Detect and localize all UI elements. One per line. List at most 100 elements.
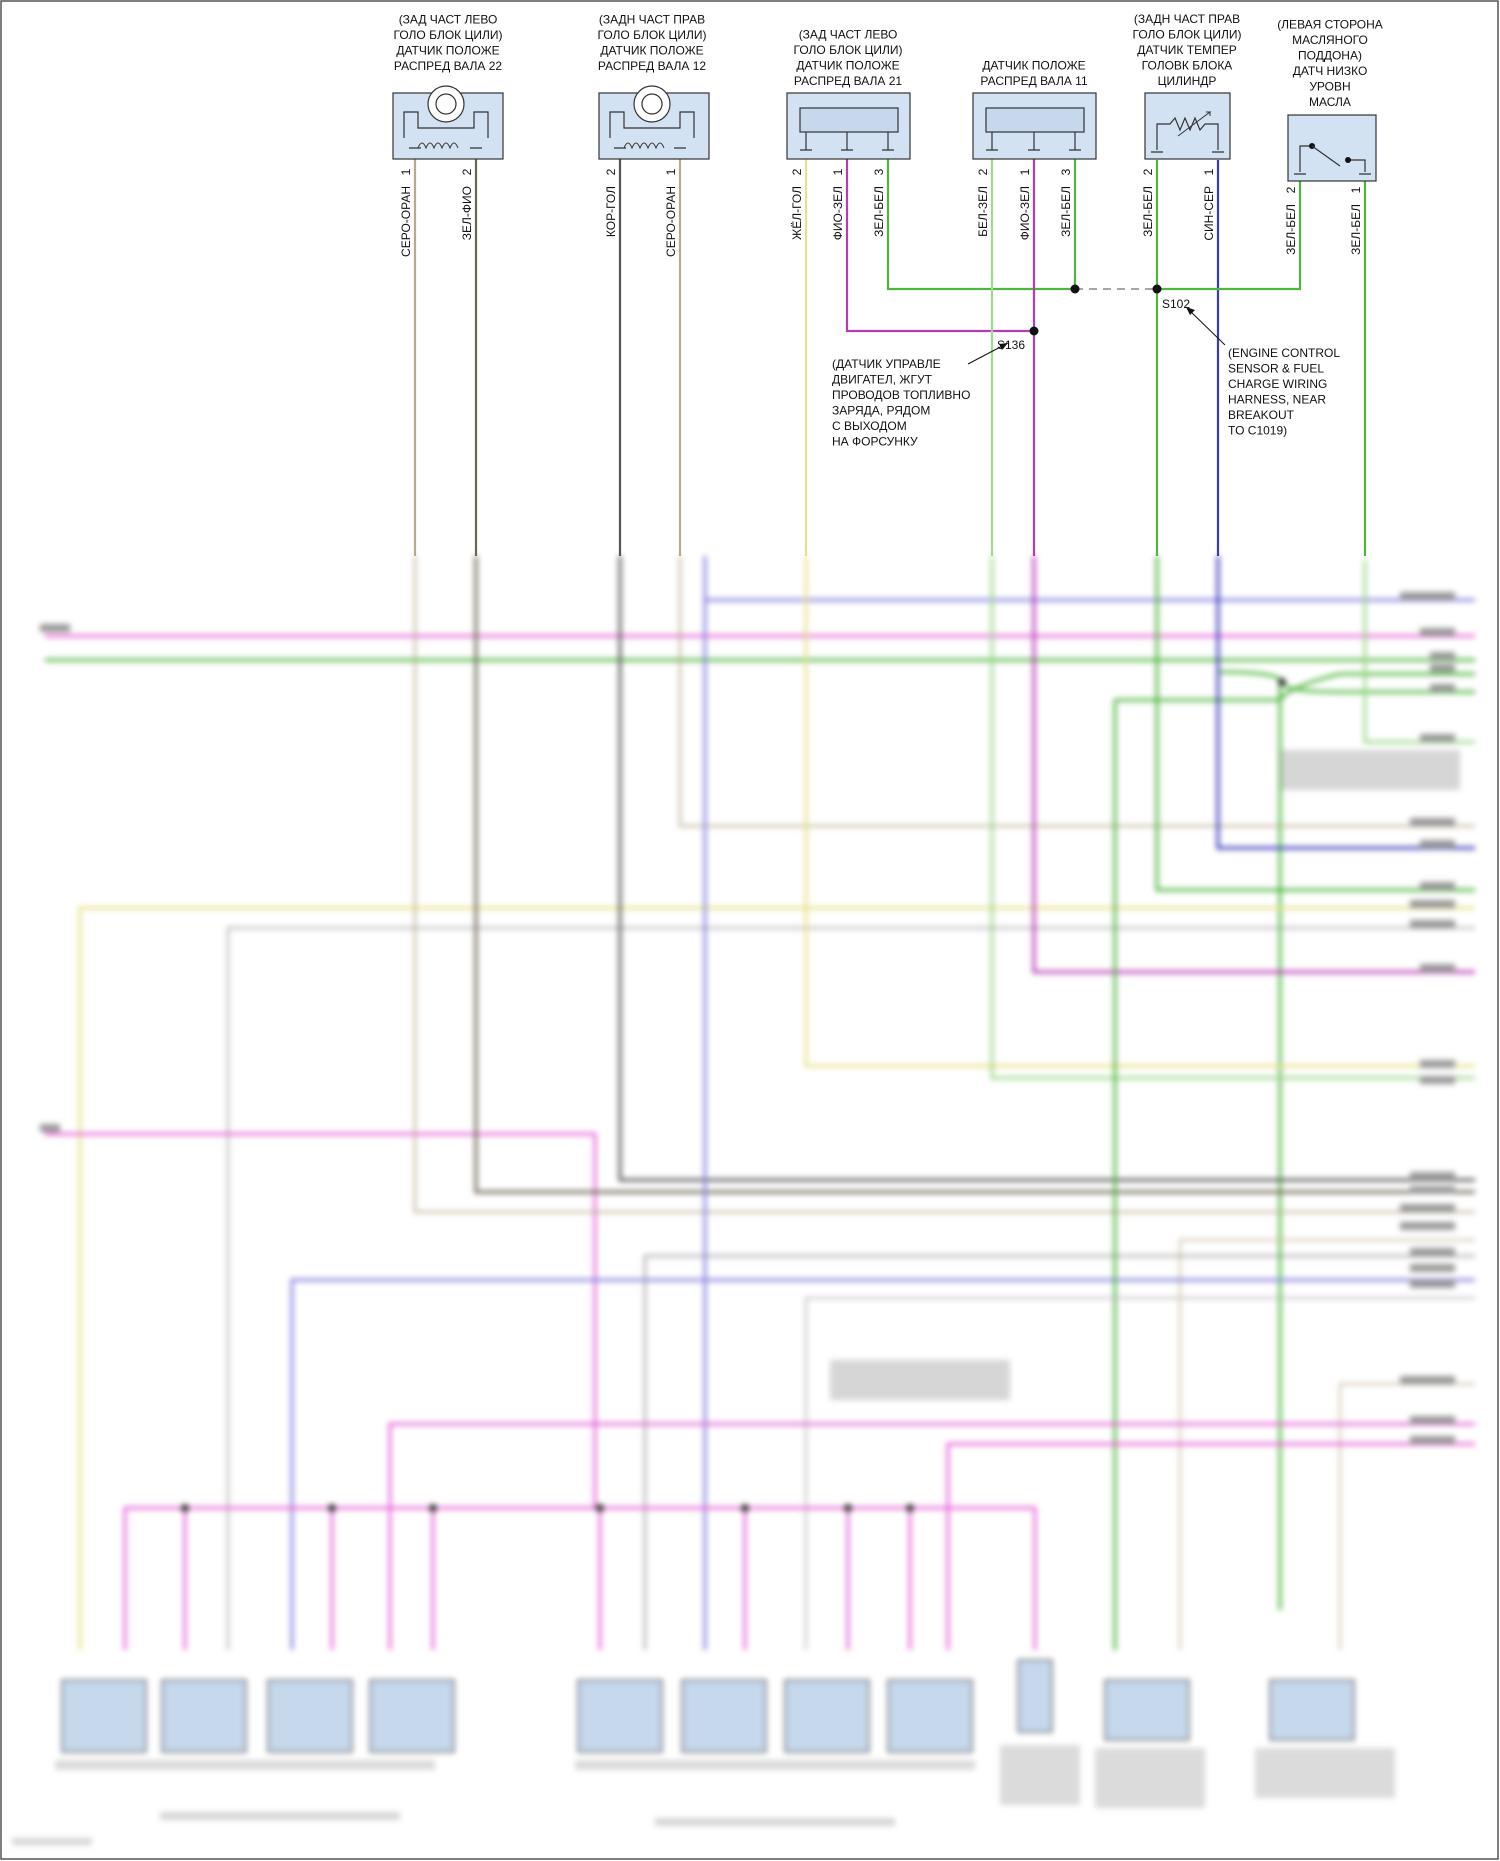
cmp22-title-line: ГОЛО БЛОК ЦИЛИ): [394, 28, 503, 42]
cmp12-title-line: РАСПРЕД ВАЛА 12: [598, 59, 706, 73]
cmp12-wire-color-label: КОР-ГОЛ: [604, 186, 618, 237]
camshaft-sensor-11: [972, 92, 1097, 160]
wire-olive-18: [474, 556, 1475, 1194]
wire-blue-9: [1216, 556, 1475, 850]
wire-pink-16: [45, 1132, 597, 1510]
cmpTemp-wire-color-label: ЗЕЛ-БЕЛ: [1141, 186, 1155, 237]
cmpTemp-title-line: ГОЛО БЛОК ЦИЛИ): [1133, 28, 1242, 42]
cmp21-title-line: ДАТЧИК ПОЛОЖЕ: [796, 59, 899, 73]
cmp22-wire-color-label: ЗЕЛ-ФИО: [460, 186, 474, 240]
cmp22-pin-number: 1: [399, 168, 413, 175]
cmp22-title-line: РАСПРЕД ВАЛА 22: [394, 59, 502, 73]
blurred-lower-region: [12, 556, 1475, 1845]
wire-cmp21-pin1: [845, 148, 1034, 333]
cmp12-title-line: ДАТЧИК ПОЛОЖЕ: [600, 44, 703, 58]
s136-note-line: ДВИГАТЕЛ, ЖГУТ: [832, 373, 933, 387]
cmp21-pin-number: 3: [872, 168, 886, 175]
wire-oil-pin2: [1157, 180, 1302, 291]
s136-note-line: С ВЫХОДОМ: [832, 419, 907, 433]
camshaft-sensor-21: [786, 92, 911, 160]
s102-note-line: (ENGINE CONTROL: [1228, 346, 1340, 360]
wire-pink-28: [946, 1442, 1475, 1650]
wire-yellow-14: [804, 556, 1475, 1068]
splice-dot-s102-a: [1070, 284, 1080, 294]
cmp21-wire-color-label: ЖЁЛ-ГОЛ: [790, 186, 804, 240]
s102-note-line: CHARGE WIRING: [1228, 377, 1327, 391]
cmp11-wire-color-label: ЗЕЛ-БЕЛ: [1059, 186, 1073, 237]
cmp11-wire-color-label: ФИО-ЗЕЛ: [1018, 186, 1032, 240]
wire-pink-27: [388, 1422, 1475, 1650]
wire-grayorange-20: [1179, 1239, 1475, 1650]
cmp11-pin-number: 2: [976, 168, 990, 175]
cmp21-wire-color-label: ФИО-ЗЕЛ: [831, 186, 845, 240]
wire-gray-12: [227, 927, 1475, 1650]
cmp22-pin-number: 2: [460, 168, 474, 175]
wire-gray-25: [805, 1297, 1475, 1650]
cmpTemp-title-line: (ЗАДН ЧАСТ ПРАВ: [1134, 12, 1240, 26]
wire-green-10: [1155, 556, 1475, 892]
cmp21-title-line: (ЗАД ЧАСТ ЛЕВО: [799, 28, 898, 42]
cmpTemp-title-line: ЦИЛИНДР: [1158, 74, 1217, 88]
s136-note-line: ЗАРЯДА, РЯДОМ: [832, 404, 930, 418]
cmpOil-title-line: МАСЛЯНОГО: [1292, 33, 1368, 47]
cmpOil-pin-number: 2: [1284, 186, 1298, 193]
cmp12-pin-number: 1: [664, 168, 678, 175]
cmpOil-wire-color-label: ЗЕЛ-БЕЛ: [1349, 204, 1363, 255]
s136-note-line: (ДАТЧИК УПРАВЛЕ: [832, 357, 941, 371]
wire-cmp21-pin3: [886, 148, 1075, 291]
cmpTemp-pin-number: 2: [1141, 168, 1155, 175]
wire-yellow-11: [78, 906, 1475, 1650]
cmp21-title-line: РАСПРЕД ВАЛА 21: [794, 74, 902, 88]
s136-note-line: ПРОВОДОВ ТОПЛИВНО: [832, 388, 970, 402]
s102-note-line: HARNESS, NEAR: [1228, 393, 1326, 407]
wire-grayorange-8: [679, 556, 1475, 827]
s102-note-line: SENSOR & FUEL: [1228, 362, 1324, 376]
cmpOil-title-line: (ЛЕВАЯ СТОРОНА: [1277, 18, 1383, 32]
s102-note-line: TO C1019): [1228, 424, 1287, 438]
s102-pointer-arrow: [1185, 306, 1226, 346]
cmp11-wire-color-label: БЕЛ-ЗЕЛ: [976, 186, 990, 237]
cmp12-pin-number: 2: [604, 168, 618, 175]
wire-gray-21: [644, 1255, 1475, 1650]
cmpTemp-title-line: ГОЛОВК БЛОКА: [1142, 59, 1233, 73]
cmp21-pin-number: 2: [790, 168, 804, 175]
cmpOil-title-line: УРОВН: [1309, 80, 1350, 94]
cmpTemp-title-line: ДАТЧИК ТЕМПЕР: [1137, 43, 1236, 57]
cmp22-title-line: ДАТЧИК ПОЛОЖЕ: [396, 44, 499, 58]
cmpTemp-wire-color-label: СИН-СЕР: [1202, 186, 1216, 241]
splice-dot-s136: [1029, 326, 1039, 336]
cmp21-pin-number: 1: [831, 168, 845, 175]
cmp11-pin-number: 3: [1059, 168, 1073, 175]
cmpOil-title-line: ДАТЧ НИЗКО: [1293, 64, 1368, 78]
cmpOil-wire-color-label: ЗЕЛ-БЕЛ: [1284, 204, 1298, 255]
cmp11-title-line: РАСПРЕД ВАЛА 11: [980, 74, 1088, 88]
cmp12-wire-color-label: СЕРО-ОРАН: [664, 186, 678, 257]
cmpOil-pin-number: 1: [1349, 186, 1363, 193]
wire-pink-bus: [123, 1506, 1037, 1650]
cmp11-title-line: ДАТЧИК ПОЛОЖЕ: [982, 59, 1085, 73]
cmp12-title-line: (ЗАДН ЧАСТ ПРАВ: [599, 13, 705, 27]
wire-grayorange-19: [414, 556, 1475, 1213]
cylinder-head-temp-sensor: [1144, 92, 1231, 160]
s136-note-line: НА ФОРСУНКУ: [832, 435, 918, 449]
s102-arrowhead: [1186, 307, 1195, 315]
wire-lightgreen-15: [990, 556, 1475, 1080]
cmp21-title-line: ГОЛО БЛОК ЦИЛИ): [794, 43, 903, 57]
splice-label-s136: S136: [997, 338, 1025, 352]
s102-note-line: BREAKOUT: [1228, 408, 1295, 422]
cmp11-pin-number: 1: [1018, 168, 1032, 175]
splice-label-s102: S102: [1162, 297, 1190, 311]
wire-brown-17: [618, 556, 1475, 1182]
cmp12-title-line: ГОЛО БЛОК ЦИЛИ): [598, 28, 707, 42]
cmp21-wire-color-label: ЗЕЛ-БЕЛ: [872, 186, 886, 237]
splice-dot-s102-b: [1152, 284, 1162, 294]
cmp22-title-line: (ЗАД ЧАСТ ЛЕВО: [399, 13, 498, 27]
cmpOil-title-line: МАСЛА: [1309, 95, 1351, 109]
cmpTemp-pin-number: 1: [1202, 168, 1216, 175]
cmpOil-title-line: ПОДДОНА): [1298, 49, 1362, 63]
wire-violet-13: [1032, 556, 1475, 974]
cmp22-wire-color-label: СЕРО-ОРАН: [399, 186, 413, 257]
